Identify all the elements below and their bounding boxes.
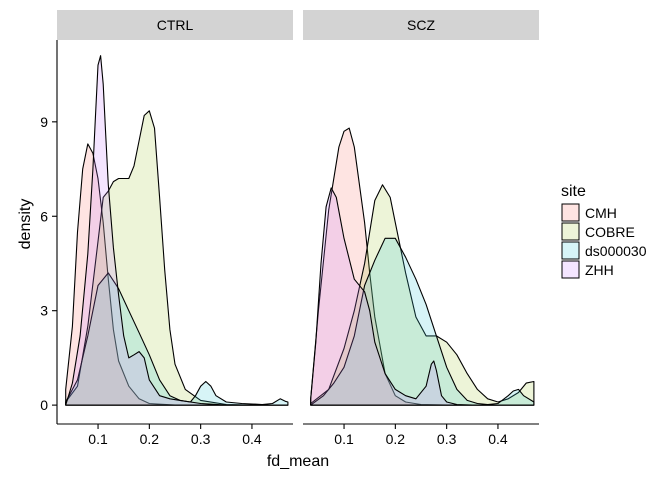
legend-title: site (561, 183, 586, 200)
density-ctrl-ds000030 (65, 272, 289, 406)
x-tick-label: 0.3 (191, 431, 211, 447)
panel-scz (310, 127, 535, 406)
x-tick-label: 0.4 (242, 431, 262, 447)
y-tick-label: 3 (40, 303, 48, 319)
legend-key-cmh (561, 203, 580, 222)
density-scz-zhh (310, 187, 535, 406)
legend-key-zhh (561, 260, 580, 279)
legend: site CMH COBRE ds000030 ZHH (561, 183, 647, 279)
y-tick-label: 6 (40, 208, 48, 224)
panel-ctrl (65, 55, 289, 406)
strip-ctrl-label: CTRL (157, 17, 194, 33)
y-tick-label: 9 (40, 114, 48, 130)
density-ctrl-zhh (65, 55, 289, 406)
legend-label-cmh: CMH (585, 205, 617, 221)
x-tick-label: 0.1 (334, 431, 354, 447)
x-tick-label: 0.3 (437, 431, 457, 447)
density-scz-ds000030 (310, 237, 535, 406)
legend-label-cobre: COBRE (585, 224, 635, 240)
strip-scz-label: SCZ (407, 17, 435, 33)
legend-label-zhh: ZHH (585, 262, 614, 278)
x-tick-label: 0.1 (88, 431, 108, 447)
strip-scz-bg (303, 10, 539, 40)
legend-key-cobre (561, 222, 580, 241)
legend-key-ds000030 (561, 241, 580, 260)
x-tick-label: 0.2 (140, 431, 160, 447)
axes: 0 3 6 9 0.1 0.2 0.3 0.4 0.1 0.2 0.3 0.4 (40, 40, 539, 447)
strip-ctrl-bg (57, 10, 293, 40)
density-ctrl-cobre (65, 110, 289, 406)
density-scz-cobre (310, 184, 535, 406)
x-axis-title: fd_mean (267, 453, 329, 470)
y-tick-label: 0 (40, 397, 48, 413)
legend-label-ds000030: ds000030 (585, 243, 647, 259)
y-axis-title: density (17, 199, 34, 250)
x-tick-label: 0.2 (386, 431, 406, 447)
x-tick-label: 0.4 (488, 431, 508, 447)
